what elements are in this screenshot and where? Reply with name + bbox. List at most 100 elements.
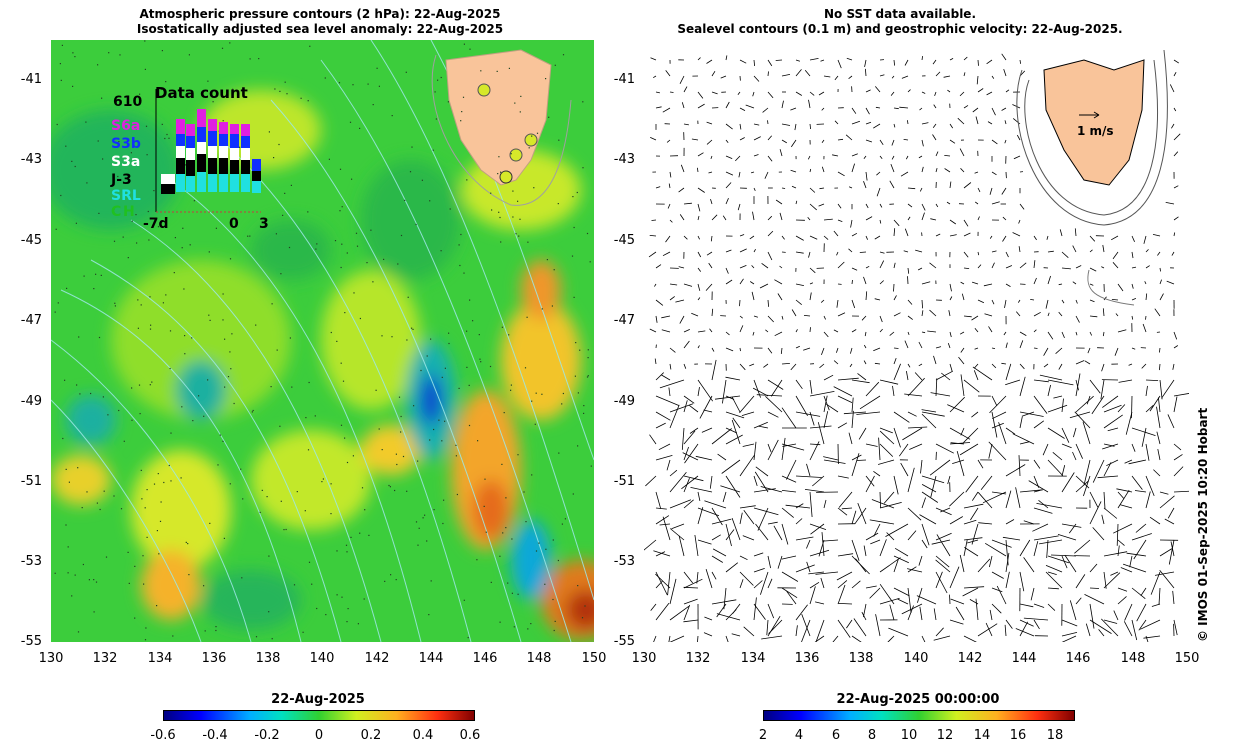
- velocity-arrow: [1019, 59, 1021, 64]
- velocity-arrow: [949, 219, 957, 225]
- velocity-arrow: [1001, 107, 1007, 111]
- data-point: [402, 455, 405, 458]
- velocity-arrow: [712, 548, 727, 557]
- velocity-arrow: [1173, 345, 1179, 349]
- velocity-arrow: [949, 594, 951, 605]
- velocity-arrow: [1159, 363, 1161, 371]
- geostrophic-velocity-map[interactable]: 1 m/s: [644, 40, 1189, 642]
- velocity-arrow: [1033, 235, 1037, 241]
- velocity-arrow: [960, 281, 965, 285]
- velocity-arrow: [903, 250, 909, 253]
- velocity-arrow: [711, 70, 716, 77]
- velocity-arrow: [1005, 552, 1010, 573]
- lon-tick: 136: [794, 651, 820, 666]
- data-point: [209, 319, 211, 321]
- velocity-arrow: [766, 619, 769, 636]
- velocity-arrow: [781, 139, 788, 144]
- data-point: [441, 440, 443, 442]
- velocity-arrow: [794, 123, 797, 131]
- velocity-arrow: [767, 59, 773, 67]
- data-point: [215, 629, 217, 632]
- lat-tick: -51: [613, 474, 635, 489]
- velocity-arrow: [893, 283, 895, 292]
- velocity-arrow: [1143, 235, 1147, 244]
- data-point: [72, 52, 74, 54]
- velocity-arrow: [851, 510, 857, 525]
- velocity-arrow: [949, 363, 953, 372]
- velocity-arrow: [1043, 347, 1049, 356]
- velocity-arrow: [1150, 571, 1161, 595]
- velocity-arrow: [1057, 534, 1077, 541]
- velocity-arrow: [893, 347, 899, 349]
- legend-item-j3: J-3: [111, 172, 132, 188]
- velocity-arrow: [1117, 596, 1127, 605]
- sea-level-anomaly-map[interactable]: 610 Data count S6a S3b S3a J-3 SRL C H -…: [51, 40, 594, 642]
- data-point: [307, 211, 309, 213]
- velocity-arrow: [809, 391, 835, 397]
- velocity-arrow: [958, 356, 965, 365]
- velocity-arrow: [770, 379, 783, 397]
- colorbar-tick: -0.2: [254, 728, 280, 743]
- velocity-arrow: [890, 91, 895, 96]
- velocity-arrow: [1005, 519, 1015, 525]
- velocity-arrow: [1064, 554, 1077, 573]
- velocity-arrow: [1082, 421, 1091, 445]
- velocity-arrow: [725, 55, 728, 61]
- data-point: [165, 81, 167, 83]
- velocity-arrow: [1103, 404, 1122, 413]
- velocity-arrow: [837, 138, 844, 141]
- velocity-arrow: [851, 329, 857, 333]
- data-point: [383, 258, 385, 260]
- data-point: [468, 424, 471, 427]
- data-point: [478, 334, 480, 336]
- velocity-arrow: [781, 315, 784, 320]
- data-point: [531, 474, 533, 476]
- velocity-arrow: [949, 139, 956, 144]
- velocity-arrow: [1074, 411, 1091, 429]
- velocity-arrow: [1005, 464, 1026, 477]
- credit-text: © IMOS 01-Sep-2025 10:20 Hobart: [1196, 407, 1210, 642]
- velocity-arrow: [972, 107, 979, 113]
- velocity-arrow: [879, 251, 885, 254]
- velocity-arrow: [1145, 379, 1159, 381]
- velocity-arrow: [683, 86, 688, 93]
- data-point: [500, 171, 502, 173]
- velocity-arrow: [1083, 475, 1091, 497]
- velocity-arrow: [1005, 265, 1013, 269]
- velocity-arrow: [959, 148, 965, 157]
- velocity-arrow: [697, 379, 714, 402]
- lat-tick: -53: [20, 554, 42, 569]
- velocity-arrow: [774, 279, 783, 285]
- data-point: [587, 375, 589, 377]
- velocity-arrow: [717, 453, 727, 461]
- velocity-arrow: [697, 152, 704, 157]
- velocity-arrow: [1103, 462, 1112, 477]
- velocity-arrow: [753, 603, 766, 620]
- data-point: [113, 208, 115, 210]
- velocity-arrow: [963, 519, 977, 525]
- velocity-arrow: [1043, 363, 1049, 368]
- data-point: [447, 101, 449, 103]
- velocity-arrow: [767, 439, 779, 461]
- velocity-arrow: [904, 393, 923, 397]
- velocity-arrow: [762, 107, 769, 113]
- velocity-arrow: [957, 117, 965, 125]
- data-point: [249, 235, 251, 237]
- velocity-arrow: [907, 507, 922, 521]
- velocity-arrow: [971, 411, 979, 418]
- data-point: [153, 483, 156, 485]
- data-point: [101, 97, 103, 99]
- velocity-arrow: [930, 475, 937, 498]
- velocity-arrow: [1019, 411, 1044, 417]
- velocity-arrow: [742, 443, 755, 447]
- colorbar-tick: 0.6: [459, 728, 481, 743]
- velocity-arrow: [1102, 244, 1105, 253]
- velocity-arrow: [897, 598, 909, 605]
- velocity-arrow: [711, 347, 715, 352]
- velocity-arrow: [991, 571, 1004, 579]
- velocity-arrow: [836, 299, 839, 308]
- velocity-arrow: [1110, 571, 1119, 576]
- velocity-arrow: [1165, 202, 1175, 205]
- velocity-arrow: [1047, 603, 1056, 611]
- velocity-arrow: [944, 168, 951, 173]
